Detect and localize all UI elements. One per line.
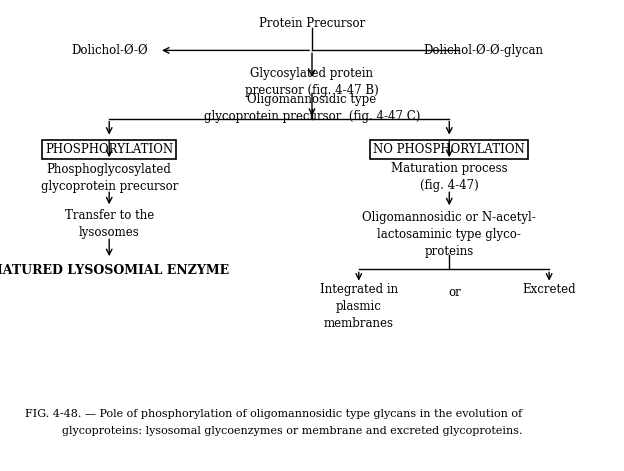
Text: Integrated in
plasmic
membranes: Integrated in plasmic membranes [319,283,398,330]
Text: Glycosylated protein
precursor (fig. 4-47 B): Glycosylated protein precursor (fig. 4-4… [245,67,379,97]
Text: Dolichol-Ø-Ø: Dolichol-Ø-Ø [71,44,147,57]
Text: or: or [448,285,461,299]
Text: MATURED LYSOSOMIAL ENZYME: MATURED LYSOSOMIAL ENZYME [0,264,229,277]
Text: Excreted: Excreted [522,283,576,296]
Text: Maturation process
(fig. 4-47): Maturation process (fig. 4-47) [391,162,507,192]
Text: FIG. 4-48. — Pole of phosphorylation of oligomannosidic type glycans in the evol: FIG. 4-48. — Pole of phosphorylation of … [25,409,522,420]
Text: Protein Precursor: Protein Precursor [259,17,365,30]
Text: Oligomannosidic type
glycoprotein precursor  (fig. 4-47 C): Oligomannosidic type glycoprotein precur… [204,93,420,123]
Text: Transfer to the
lysosomes: Transfer to the lysosomes [64,209,154,239]
Text: Oligomannosidic or N-acetyl-
lactosaminic type glyco-
proteins: Oligomannosidic or N-acetyl- lactosamini… [363,211,536,258]
Text: NO PHOSPHORYLATION: NO PHOSPHORYLATION [373,143,525,156]
Text: PHOSPHORYLATION: PHOSPHORYLATION [45,143,173,156]
Text: Phosphoglycosylated
glycoprotein precursor: Phosphoglycosylated glycoprotein precurs… [41,163,178,193]
Text: Dolichol-Ø-Ø-glycan: Dolichol-Ø-Ø-glycan [424,44,544,57]
Text: glycoproteins: lysosomal glycoenzymes or membrane and excreted glycoproteins.: glycoproteins: lysosomal glycoenzymes or… [62,426,523,436]
